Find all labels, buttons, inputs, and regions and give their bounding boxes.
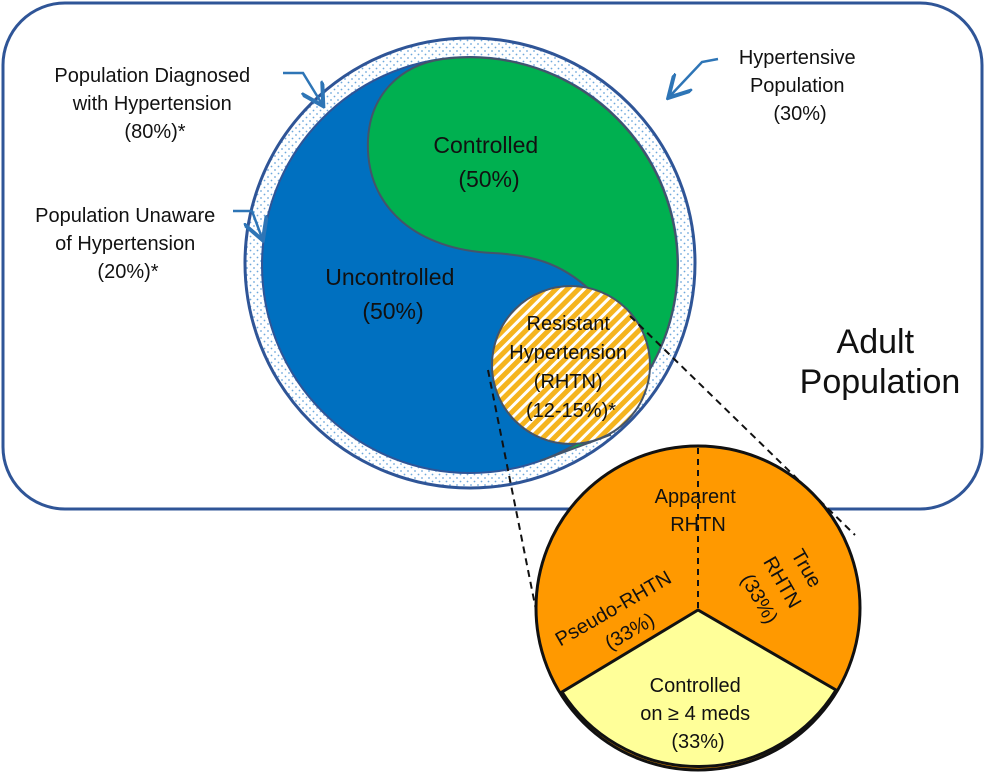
- connector-line-left: [487, 369, 539, 621]
- rhtn-region: [491, 285, 651, 445]
- apparent-rhtn-label: Apparent RHTN: [655, 486, 742, 536]
- controlled-meds-segment: [559, 608, 839, 768]
- controlled-meds-label: Controlled on ≥ 4 meds (33%): [640, 675, 755, 753]
- adult-population-label: Adult Population: [800, 323, 961, 401]
- diagnosed-label: Population Diagnosed with Hypertension (…: [54, 65, 255, 143]
- true-rhtn-label: True RHTN (33%): [734, 539, 832, 631]
- hypertensive-arrow: [670, 57, 719, 96]
- connector-line-right: [629, 315, 856, 536]
- unaware-label: Population Unaware of Hypertension (20%)…: [35, 205, 221, 283]
- diagnosed-arrow: [283, 71, 322, 104]
- uncontrolled-label: Uncontrolled (50%): [325, 264, 461, 324]
- rhtn-label: Resistant Hypertension (RHTN) (12-15%)*: [509, 313, 632, 422]
- hypertensive-label: Hypertensive Population (30%): [739, 47, 861, 125]
- unaware-arrow: [233, 209, 262, 238]
- controlled-label: Controlled (50%): [433, 132, 544, 192]
